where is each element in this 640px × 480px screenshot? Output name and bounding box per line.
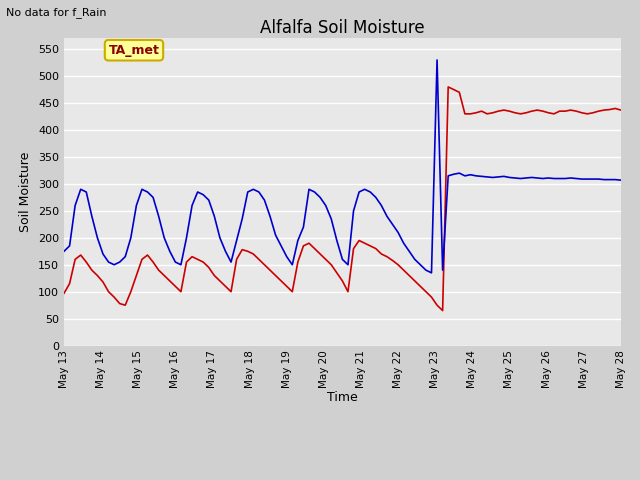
Line: Theta10cm: Theta10cm <box>64 87 621 311</box>
Theta20cm <box>99 251 107 257</box>
Theta10cm <box>394 262 402 268</box>
Theta20cm <box>461 173 468 179</box>
Theta20cm <box>489 175 497 180</box>
Theta10cm <box>461 111 468 117</box>
Theta20cm <box>617 177 625 183</box>
Theta10cm <box>439 308 447 313</box>
Theta10cm <box>617 107 625 113</box>
Theta10cm <box>444 84 452 90</box>
Theta20cm <box>316 194 324 200</box>
Theta10cm <box>99 279 107 285</box>
Line: Theta20cm: Theta20cm <box>64 60 621 273</box>
Theta20cm <box>200 192 207 198</box>
Theta10cm <box>60 290 68 296</box>
Theta20cm <box>433 57 441 63</box>
Legend: Theta10cm, Theta20cm: Theta10cm, Theta20cm <box>212 476 472 480</box>
Theta20cm <box>60 249 68 254</box>
Theta10cm <box>489 110 497 116</box>
Theta10cm <box>200 259 207 265</box>
Theta20cm <box>428 270 435 276</box>
X-axis label: Time: Time <box>327 391 358 404</box>
Theta10cm <box>316 251 324 257</box>
Y-axis label: Soil Moisture: Soil Moisture <box>19 152 33 232</box>
Text: TA_met: TA_met <box>109 44 159 57</box>
Title: Alfalfa Soil Moisture: Alfalfa Soil Moisture <box>260 19 425 37</box>
Text: No data for f_Rain: No data for f_Rain <box>6 7 107 18</box>
Theta20cm <box>394 229 402 235</box>
